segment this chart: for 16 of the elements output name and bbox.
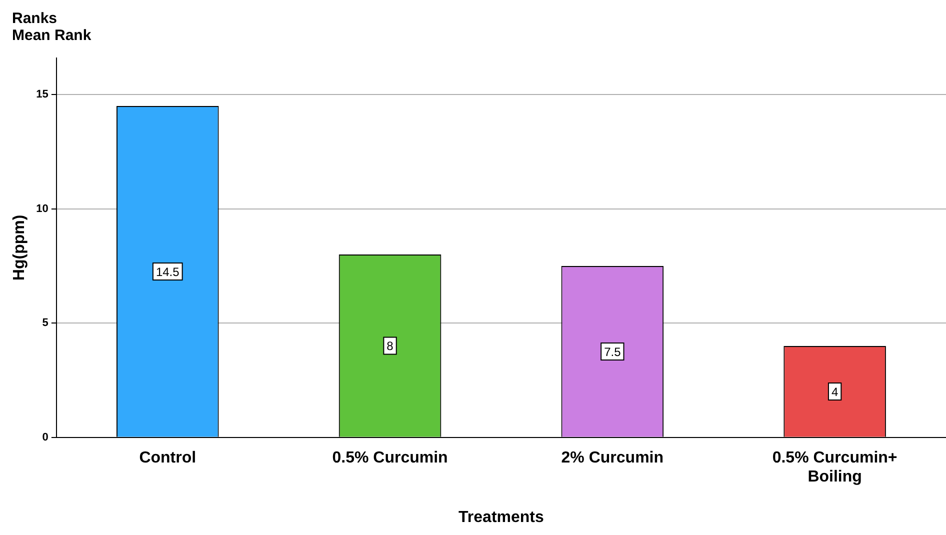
- x-tick-label: 2% Curcumin: [561, 449, 664, 466]
- x-tick-label: Control: [139, 449, 196, 466]
- data-label: 4: [831, 384, 838, 399]
- y-tick-label: 0: [42, 431, 48, 444]
- y-tick-label: 10: [36, 202, 48, 215]
- data-label: 14.5: [156, 264, 180, 279]
- y-tick-label: 15: [36, 88, 48, 101]
- x-axis-title: Treatments: [458, 508, 544, 526]
- y-axis-title: Hg(ppm): [11, 214, 28, 281]
- chart-subtitle: Mean Rank: [12, 27, 92, 44]
- data-label: 7.5: [604, 344, 622, 359]
- x-tick-label: 0.5% Curcumin: [332, 449, 448, 466]
- y-tick-label: 5: [42, 317, 48, 330]
- data-label: 8: [386, 339, 394, 354]
- chart-title: Ranks: [12, 10, 58, 27]
- x-tick-label: 0.5% Curcumin+ Boiling: [772, 449, 898, 486]
